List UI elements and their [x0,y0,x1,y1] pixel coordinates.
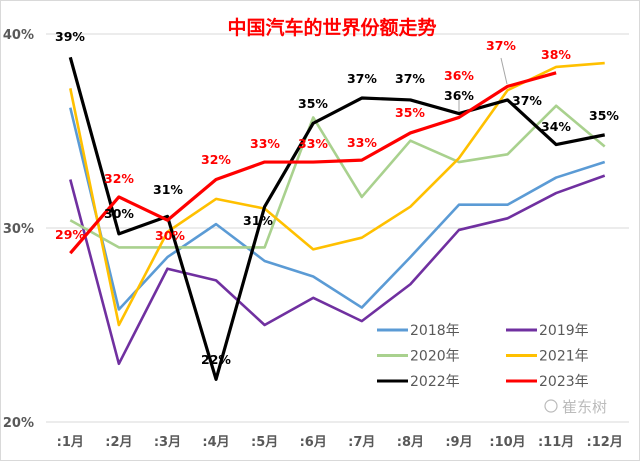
legend-item: 2021年 [506,349,589,365]
data-label: 29% [55,227,85,242]
watermark-text: 崔东树 [562,398,607,416]
data-label: 37% [395,71,425,86]
series-line-2023 [69,71,557,255]
data-label: 30% [155,228,185,243]
legend-label: 2020年 [410,349,460,365]
data-label: 35% [395,105,425,120]
y-tick-label: 40% [3,28,34,43]
wechat-icon [544,399,558,413]
series-line-2022 [68,56,606,381]
chart-title: 中国汽车的世界份额走势 [227,16,436,39]
x-tick-label: :3月 [154,435,181,450]
x-tick-label: :11月 [538,435,574,450]
x-tick-label: :4月 [202,435,229,450]
x-tick-label: :7月 [348,435,375,450]
legend-item: 2018年 [377,323,460,339]
series-line-2018 [69,107,606,311]
watermark: 崔东树 [544,398,607,416]
data-label: 37% [347,71,377,86]
data-label: 36% [444,68,474,83]
x-tick-label: :8月 [397,435,424,450]
data-label: 33% [347,135,377,150]
legend-item: 2019年 [506,323,589,339]
x-tick-label: :10月 [489,435,525,450]
x-tick-label: :1月 [57,435,84,450]
data-label: 34% [541,119,571,134]
series-line-2021 [69,61,605,327]
data-label: 36% [444,88,474,103]
legend-label: 2023年 [539,374,589,390]
x-tick-label: :5月 [251,435,278,450]
data-label: 30% [104,206,134,221]
legend-item: 2020年 [377,349,460,365]
data-label: 31% [153,182,183,197]
data-label: 37% [512,93,542,108]
legend-item: 2023年 [506,374,589,390]
data-label: 35% [298,96,328,111]
data-label: 37% [486,38,516,53]
legend-label: 2018年 [410,323,460,339]
data-label: 22% [201,352,231,367]
series-line-2019 [69,174,606,366]
data-label: 33% [250,136,280,151]
leader-line [500,57,508,85]
legend-label: 2019年 [539,323,589,339]
x-tick-label: :12月 [587,435,623,450]
x-tick-label: :2月 [105,435,132,450]
data-label: 33% [298,136,328,151]
y-tick-label: 20% [3,416,34,431]
x-tick-label: :9月 [445,435,472,450]
legend-label: 2021年 [539,349,589,365]
data-label: 32% [201,152,231,167]
data-label: 35% [589,108,619,123]
data-label: 39% [55,29,85,44]
legend-item: 2022年 [377,374,460,390]
data-label: 32% [104,171,134,186]
x-tick-label: :6月 [300,435,327,450]
legend-label: 2022年 [410,374,460,390]
data-label: 31% [243,213,273,228]
data-label: 38% [541,47,571,62]
series-line-2020 [69,104,606,249]
y-tick-label: 30% [3,222,34,237]
